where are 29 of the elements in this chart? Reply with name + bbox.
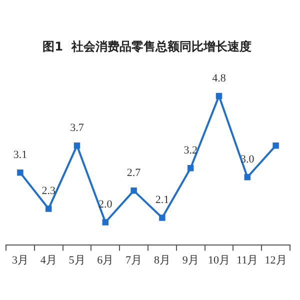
chart-title: 图1 社会消费品零售总额同比增长速度 [42,39,252,54]
x-tick-label: 6月 [97,254,114,266]
data-label: 2.7 [126,167,142,180]
data-label: 2.1 [155,194,170,206]
point [130,188,137,194]
point [45,206,52,212]
x-tick-label: 5月 [68,254,86,266]
data-label: 2.0 [98,198,113,211]
point [102,219,109,226]
x-tick-label: 10月 [208,254,230,266]
point [159,214,166,221]
x-tick-label: 12月 [264,254,287,266]
point [74,142,80,149]
data-label: 3.2 [184,144,198,157]
data-label: 3.7 [70,122,84,134]
x-tick-label: 4月 [40,254,57,266]
point [17,170,24,176]
point [216,92,222,100]
data-label: 2.3 [42,185,56,198]
x-tick-label: 3月 [12,254,28,266]
data-label: 4.8 [212,72,226,84]
data-label: 3.1 [13,149,28,162]
point [244,174,251,180]
point [187,165,194,172]
x-tick-label: 8月 [154,254,170,266]
point [272,142,279,149]
x-tick-label: 7月 [126,254,142,266]
x-tick-label: 11月 [236,254,258,266]
x-tick-label: 9月 [182,254,199,266]
